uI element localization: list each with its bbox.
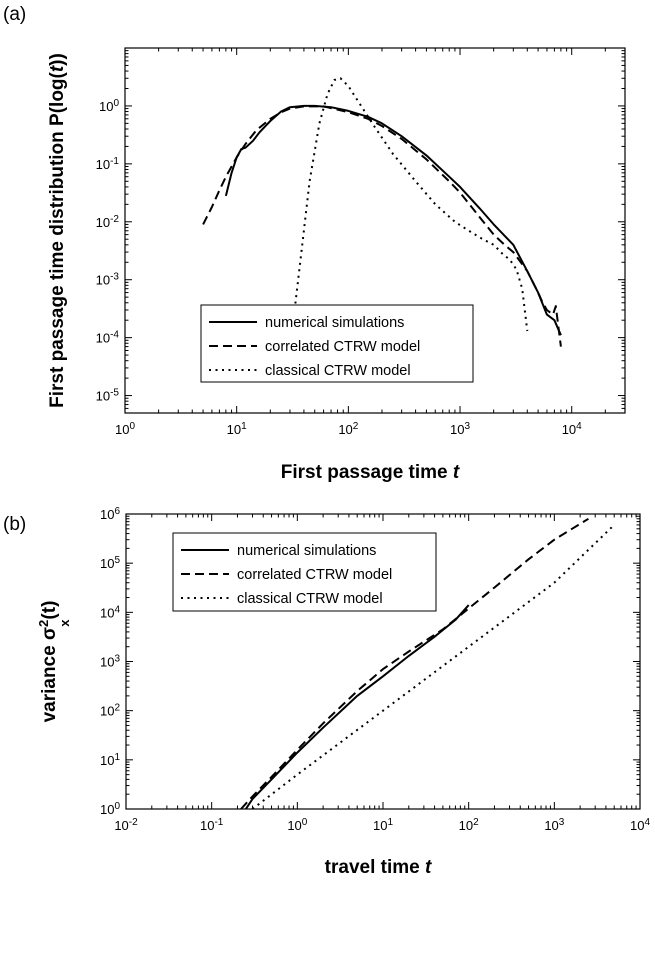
legend-label: classical CTRW model — [265, 363, 411, 379]
x-axis-label: First passage time t — [281, 462, 460, 483]
legend-label: correlated CTRW model — [265, 339, 420, 355]
legend-box — [200, 304, 474, 383]
series-line-dashed — [240, 517, 589, 809]
legend-label: numerical simulations — [237, 543, 376, 559]
legend-label: correlated CTRW model — [237, 567, 392, 583]
x-tick-label: 101 — [227, 421, 247, 438]
y-tick-label: 106 — [100, 506, 120, 523]
x-tick-label: 10-1 — [200, 817, 224, 834]
y-tick-label: 105 — [100, 555, 120, 572]
series-line-dotted — [251, 524, 615, 809]
series-line-solid — [244, 604, 470, 809]
y-tick-label: 10-4 — [96, 329, 120, 346]
series-group — [240, 517, 615, 809]
y-tick-label: 103 — [100, 653, 120, 670]
x-tick-label: 103 — [544, 817, 564, 834]
y-tick-label: 100 — [99, 97, 119, 114]
y-tick-label: 100 — [100, 801, 120, 818]
x-tick-label: 100 — [287, 817, 307, 834]
panel-label: (a) — [3, 4, 26, 25]
legend-label: classical CTRW model — [237, 591, 383, 607]
y-tick-label: 104 — [100, 604, 120, 621]
x-tick-label: 104 — [630, 817, 650, 834]
x-tick-label: 104 — [562, 421, 582, 438]
panel-label: (b) — [3, 514, 26, 535]
panel-b: (b) 10-2 10-1 100 101 102 103 104 100 101 102 103 10… — [3, 506, 650, 879]
series-group — [202, 77, 562, 347]
x-tick-label: 103 — [450, 421, 470, 438]
y-tick-label: 102 — [100, 702, 120, 719]
series-line-dashed — [202, 105, 562, 347]
y-tick-label: 10-5 — [96, 387, 120, 404]
x-axis-label: travel time t — [325, 857, 432, 878]
x-tick-label: 102 — [459, 817, 479, 834]
y-tick-label: 10-1 — [96, 155, 120, 172]
x-tick-label: 10-2 — [114, 817, 138, 834]
x-tick-label: 101 — [373, 817, 393, 834]
series-line-solid — [224, 104, 562, 336]
x-tick-label: 100 — [115, 421, 135, 438]
y-axis-label: variance σ2 x(t) — [36, 601, 73, 723]
y-tick-label: 10-3 — [96, 271, 120, 288]
panel-a: (a) 100 101 102 103 104 10-5 10-4 10-3 10-2 10-1 10… — [3, 4, 626, 483]
legend-box — [172, 532, 437, 612]
y-tick-label: 101 — [100, 751, 120, 768]
y-axis-label: First passage time distribution P(log(t)… — [47, 53, 68, 408]
series-line-dotted — [293, 77, 529, 332]
y-tick-label: 10-2 — [96, 213, 120, 230]
legend-label: numerical simulations — [265, 315, 404, 331]
x-tick-label: 102 — [338, 421, 358, 438]
